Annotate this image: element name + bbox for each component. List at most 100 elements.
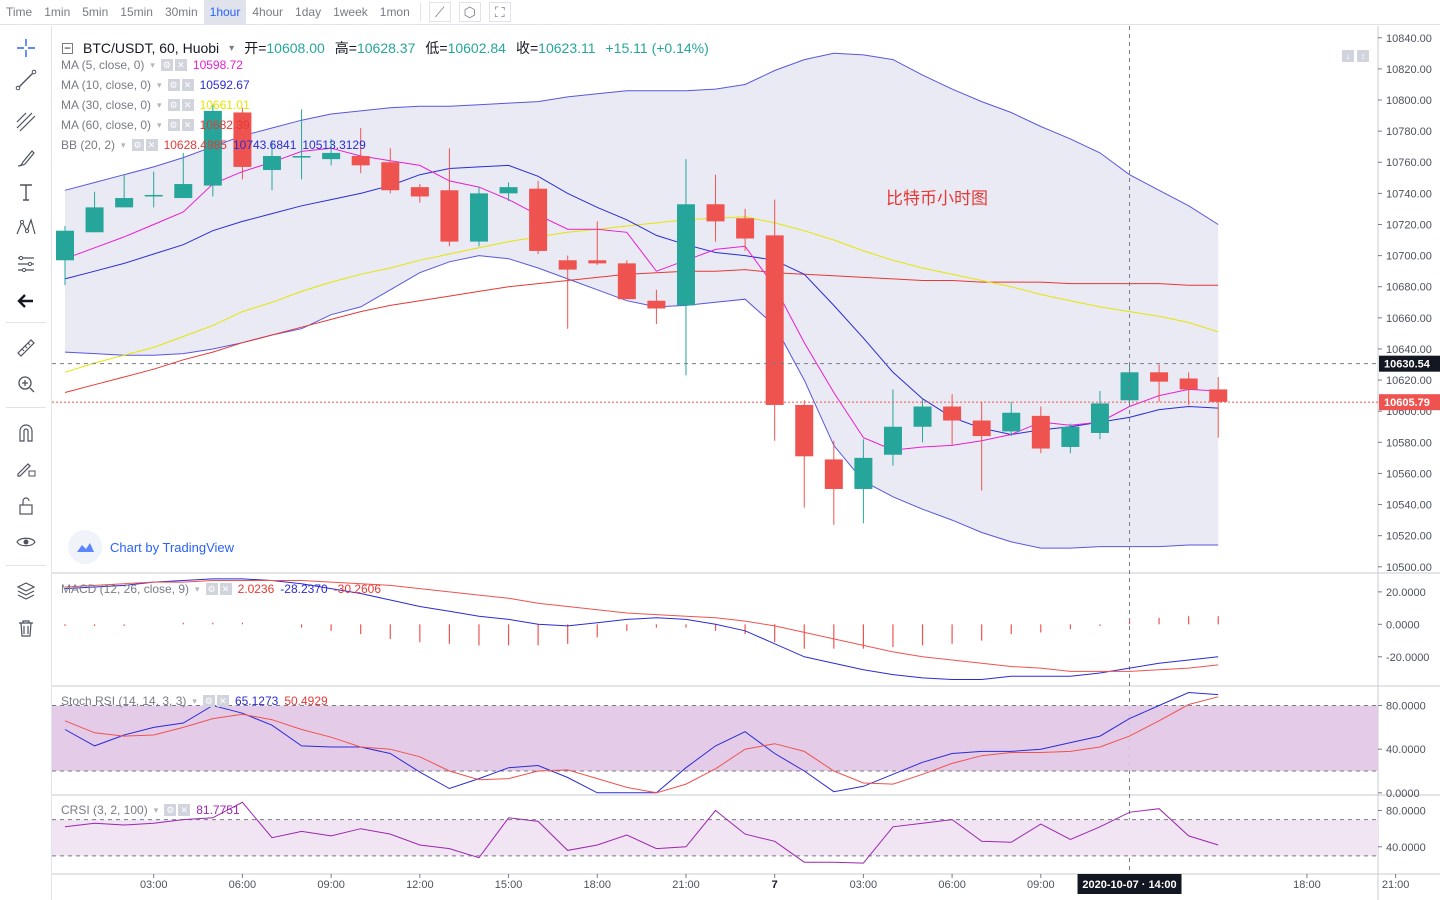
candle-body [795,404,814,457]
chevron-down-icon[interactable]: ▾ [153,804,159,815]
settings-icon[interactable]: ⚙ [167,99,180,111]
eye-icon[interactable] [10,528,42,556]
ruler-icon[interactable] [10,334,42,362]
candle-body [351,156,370,166]
ma30-line [64,216,1219,373]
chevron-down-icon[interactable]: ▾ [121,139,126,150]
timeframe-time[interactable]: Time [6,4,33,19]
close-icon[interactable]: ✕ [181,119,194,131]
ma30-legend[interactable]: MA (30, close, 0) ▾ ⚙ ✕ 10661.01 [61,98,250,112]
lock-draw-icon[interactable] [10,454,42,482]
chevron-down-icon[interactable]: ▾ [157,79,162,90]
bb-legend[interactable]: BB (20, 2) ▾ ⚙ ✕ 10628.4985 10743.6841 10513.3… [61,138,366,152]
timeframe-1min[interactable]: 1min [44,4,71,19]
close-icon[interactable]: ✕ [174,59,187,71]
settings-icon[interactable]: ⚙ [164,804,177,816]
candle-body [913,406,932,427]
stoch-tick-label: 0.0000 [1386,788,1420,800]
ma10-legend[interactable]: MA (10, close, 0) ▾ ⚙ ✕ 10592.67 [61,78,250,92]
chevron-down-icon[interactable]: ▾ [195,583,200,594]
back-arrow-icon[interactable] [10,287,42,315]
chart-annotation[interactable]: 比特币小时图 [886,189,988,208]
chevron-down-icon[interactable]: ▾ [157,119,162,130]
trash-icon[interactable] [10,614,42,642]
time-tick-label: 03:00 [140,879,168,891]
chart-canvas[interactable]: 10500.00 10520.00 10540.00 10560.00 10580.00… [52,26,1440,900]
candle-body [943,406,962,421]
timeframe-30min[interactable]: 30min [164,4,198,19]
ma10-legend-name: MA (10, close, 0) [61,78,152,92]
ma5-legend[interactable]: MA (5, close, 0) ▾ ⚙ ✕ 10598.72 [61,58,243,72]
crsi-tick-label: 40.0000 [1386,842,1426,854]
collapse-icon[interactable]: − [62,40,73,55]
timeframe-1week[interactable]: 1week [333,4,368,19]
stoch-legend-value: 50.4929 [284,694,328,708]
chevron-down-icon[interactable]: ▾ [157,99,162,110]
candle-body [292,156,311,158]
stoch-legend-value: 65.1273 [234,694,279,708]
indicators-icon[interactable]: ⬡ [458,2,481,22]
chevron-down-icon[interactable]: ▾ [192,695,197,706]
candle-body [1150,372,1169,382]
settings-icon[interactable]: ⚙ [160,59,173,71]
macd-tick-label: 0.0000 [1386,619,1420,631]
settings-icon[interactable]: ⚙ [202,695,215,707]
close-icon[interactable]: ✕ [181,79,194,91]
fib-icon[interactable] [10,108,42,136]
bb-legend-controls: ⚙ ✕ [131,139,158,151]
close-icon[interactable]: ✕ [219,583,232,595]
time-tick-label: 18:00 [583,879,611,891]
pattern-icon[interactable] [10,214,42,242]
candle-body [115,198,134,208]
ma60-legend-controls: ⚙ ✕ [167,119,194,131]
line-chart-icon[interactable]: ⟋ [428,2,451,22]
timeframe-1mon[interactable]: 1mon [379,4,410,19]
candle-body [588,260,607,264]
candle-body [1090,403,1109,433]
stoch-legend[interactable]: Stoch RSI (14, 14, 3, 3) ▾ ⚙ ✕ 65.1273 50.492… [61,694,328,708]
lock-icon[interactable] [10,492,42,520]
settings-icon[interactable]: ⚙ [167,79,180,91]
macd-legend[interactable]: MACD (12, 26, close, 9) ▾ ⚙ ✕ 2.0236 -28.2370… [61,582,381,596]
settings-icon[interactable]: ⚙ [205,583,218,595]
low-value: 10602.84 [447,40,506,56]
price-tick-label: 10580.00 [1386,437,1432,449]
stoch-tick-label: 80.0000 [1386,701,1426,713]
close-icon[interactable]: ✕ [178,804,191,816]
ma60-legend[interactable]: MA (60, close, 0) ▾ ⚙ ✕ 10682.39 [61,118,250,132]
fullscreen-icon[interactable]: ⛶ [488,2,511,22]
scroll-down-icon[interactable]: ↓ [1342,50,1354,62]
settings-icon[interactable]: ⚙ [167,119,180,131]
close-icon[interactable]: ✕ [145,139,158,151]
close-icon[interactable]: ✕ [216,695,229,707]
close-icon[interactable]: ✕ [181,99,194,111]
timeframe-1day[interactable]: 1day [295,4,322,19]
timeframe-15min[interactable]: 15min [120,4,153,19]
sidebar-divider [6,565,46,566]
timeframe-1hour[interactable]: 1hour [203,0,247,25]
prediction-icon[interactable] [10,250,42,278]
chart-area[interactable]: 10500.00 10520.00 10540.00 10560.00 10580.00… [52,26,1440,900]
trend-line-icon[interactable] [10,66,42,94]
brush-icon[interactable] [10,144,42,172]
scroll-up-icon[interactable]: ↕ [1357,50,1369,62]
text-icon[interactable] [10,178,42,206]
settings-icon[interactable]: ⚙ [131,139,144,151]
layers-icon[interactable] [10,577,42,605]
chevron-down-icon[interactable]: ▾ [150,59,155,70]
timeframe-4hour[interactable]: 4hour [252,4,284,19]
magnet-icon[interactable] [10,419,42,447]
price-tick-label: 10800.00 [1386,95,1432,107]
zoom-in-icon[interactable] [10,370,42,398]
symbol-name[interactable]: BTC/USDT, 60, Huobi [83,40,220,56]
timeframe-5min[interactable]: 5min [82,4,109,19]
ma10-legend-value: 10592.67 [199,78,250,92]
candle-body [440,190,459,242]
tradingview-watermark[interactable]: Chart by TradingView [68,530,234,564]
candle-body [1209,389,1228,402]
crosshair-icon[interactable] [10,34,42,62]
chevron-down-icon[interactable]: ▾ [229,42,235,54]
crsi-legend[interactable]: CRSI (3, 2, 100) ▾ ⚙ ✕ 81.7751 [61,803,240,817]
price-tick-label: 10760.00 [1386,157,1432,169]
price-tick-label: 10620.00 [1386,375,1432,387]
